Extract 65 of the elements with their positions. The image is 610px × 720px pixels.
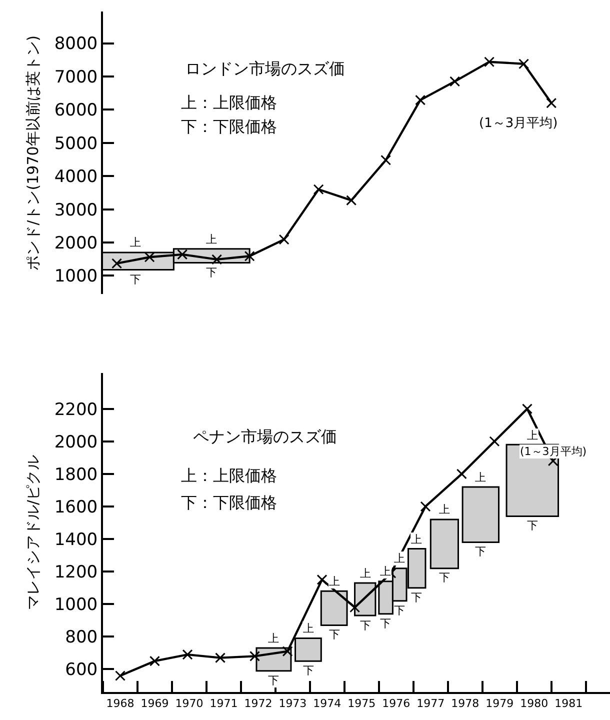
y-tick-label: 3000: [54, 200, 98, 220]
annotation: 上：上限価格: [181, 93, 277, 112]
text: ペナン市場のスズ価: [193, 427, 337, 446]
x-tick-label: 1972: [244, 697, 272, 710]
x-tick-label: 1970: [175, 697, 204, 710]
annotation: 上: [268, 632, 279, 645]
annotation: 上: [527, 429, 538, 442]
annotation: 下: [206, 266, 217, 279]
y-tick-label: 2000: [54, 432, 98, 452]
y-tick-label: 2200: [54, 400, 98, 420]
y-axis-title: マレイシアドル/ピクル: [24, 454, 42, 610]
y-tick-label: 1600: [54, 497, 98, 518]
y-tick-label: 600: [65, 660, 98, 680]
x-tick-label: 1978: [451, 697, 480, 710]
annotation: (1～3月平均): [520, 445, 587, 458]
annotation: 上: [329, 575, 340, 588]
annotation: 上：上限価格: [181, 466, 277, 485]
annotation: 下: [411, 591, 422, 604]
y-tick-label: 7000: [54, 67, 98, 88]
annotation: 上: [380, 565, 391, 578]
y-tick-label: 8000: [54, 34, 98, 54]
annotation: 下: [394, 604, 405, 617]
y-axis-title: ポンド/トン(1970年以前は英トン): [24, 35, 42, 270]
annotation: 上: [130, 236, 141, 249]
annotation: 上: [303, 622, 314, 635]
y-tick-label: 2000: [54, 233, 98, 254]
x-tick-label: 1971: [210, 697, 238, 710]
x-tick-label: 1968: [106, 697, 134, 710]
y-tick-label: 800: [65, 628, 98, 648]
annotation: 上: [360, 567, 371, 580]
text: ロンドン市場のスズ価: [185, 59, 345, 78]
annotation: 下: [329, 628, 340, 641]
annotation: 上: [439, 503, 450, 516]
annotation: (1～3月平均): [479, 116, 558, 131]
annotation: 下：下限価格: [181, 493, 277, 512]
annotation: 下: [130, 273, 141, 286]
y-tick-label: 1400: [54, 530, 98, 550]
annotation: 下: [380, 617, 391, 630]
y-tick-label: 1000: [54, 266, 98, 287]
x-tick-label: 1969: [140, 697, 169, 710]
x-tick-label: 1973: [278, 697, 307, 710]
annotation: 上: [394, 552, 405, 565]
annotation: 下: [268, 674, 279, 687]
annotation: 下: [303, 664, 314, 677]
annotation: 下: [527, 519, 538, 532]
y-tick-label: 1000: [54, 595, 98, 616]
annotation: 下: [439, 571, 450, 584]
y-tick-label: 5000: [54, 134, 98, 154]
annotation: 下：下限価格: [181, 117, 277, 136]
x-tick-label: 1976: [382, 697, 410, 710]
annotation: 上: [206, 233, 217, 246]
y-tick-label: 1200: [54, 562, 98, 583]
x-tick-label: 1974: [313, 697, 342, 710]
x-tick-label: 1977: [416, 697, 445, 710]
x-tick-label: 1975: [348, 697, 376, 710]
annotation: 上: [475, 471, 486, 484]
y-tick-label: 6000: [54, 100, 98, 121]
y-tick-label: 4000: [54, 167, 98, 188]
x-tick-label: 1980: [520, 697, 548, 710]
x-tick-label: 1979: [486, 697, 514, 710]
annotation: 下: [360, 619, 371, 632]
annotation: 上: [411, 533, 422, 546]
y-tick-label: 1800: [54, 464, 98, 485]
annotation: 下: [475, 545, 486, 558]
x-tick-label: 1981: [554, 697, 583, 710]
